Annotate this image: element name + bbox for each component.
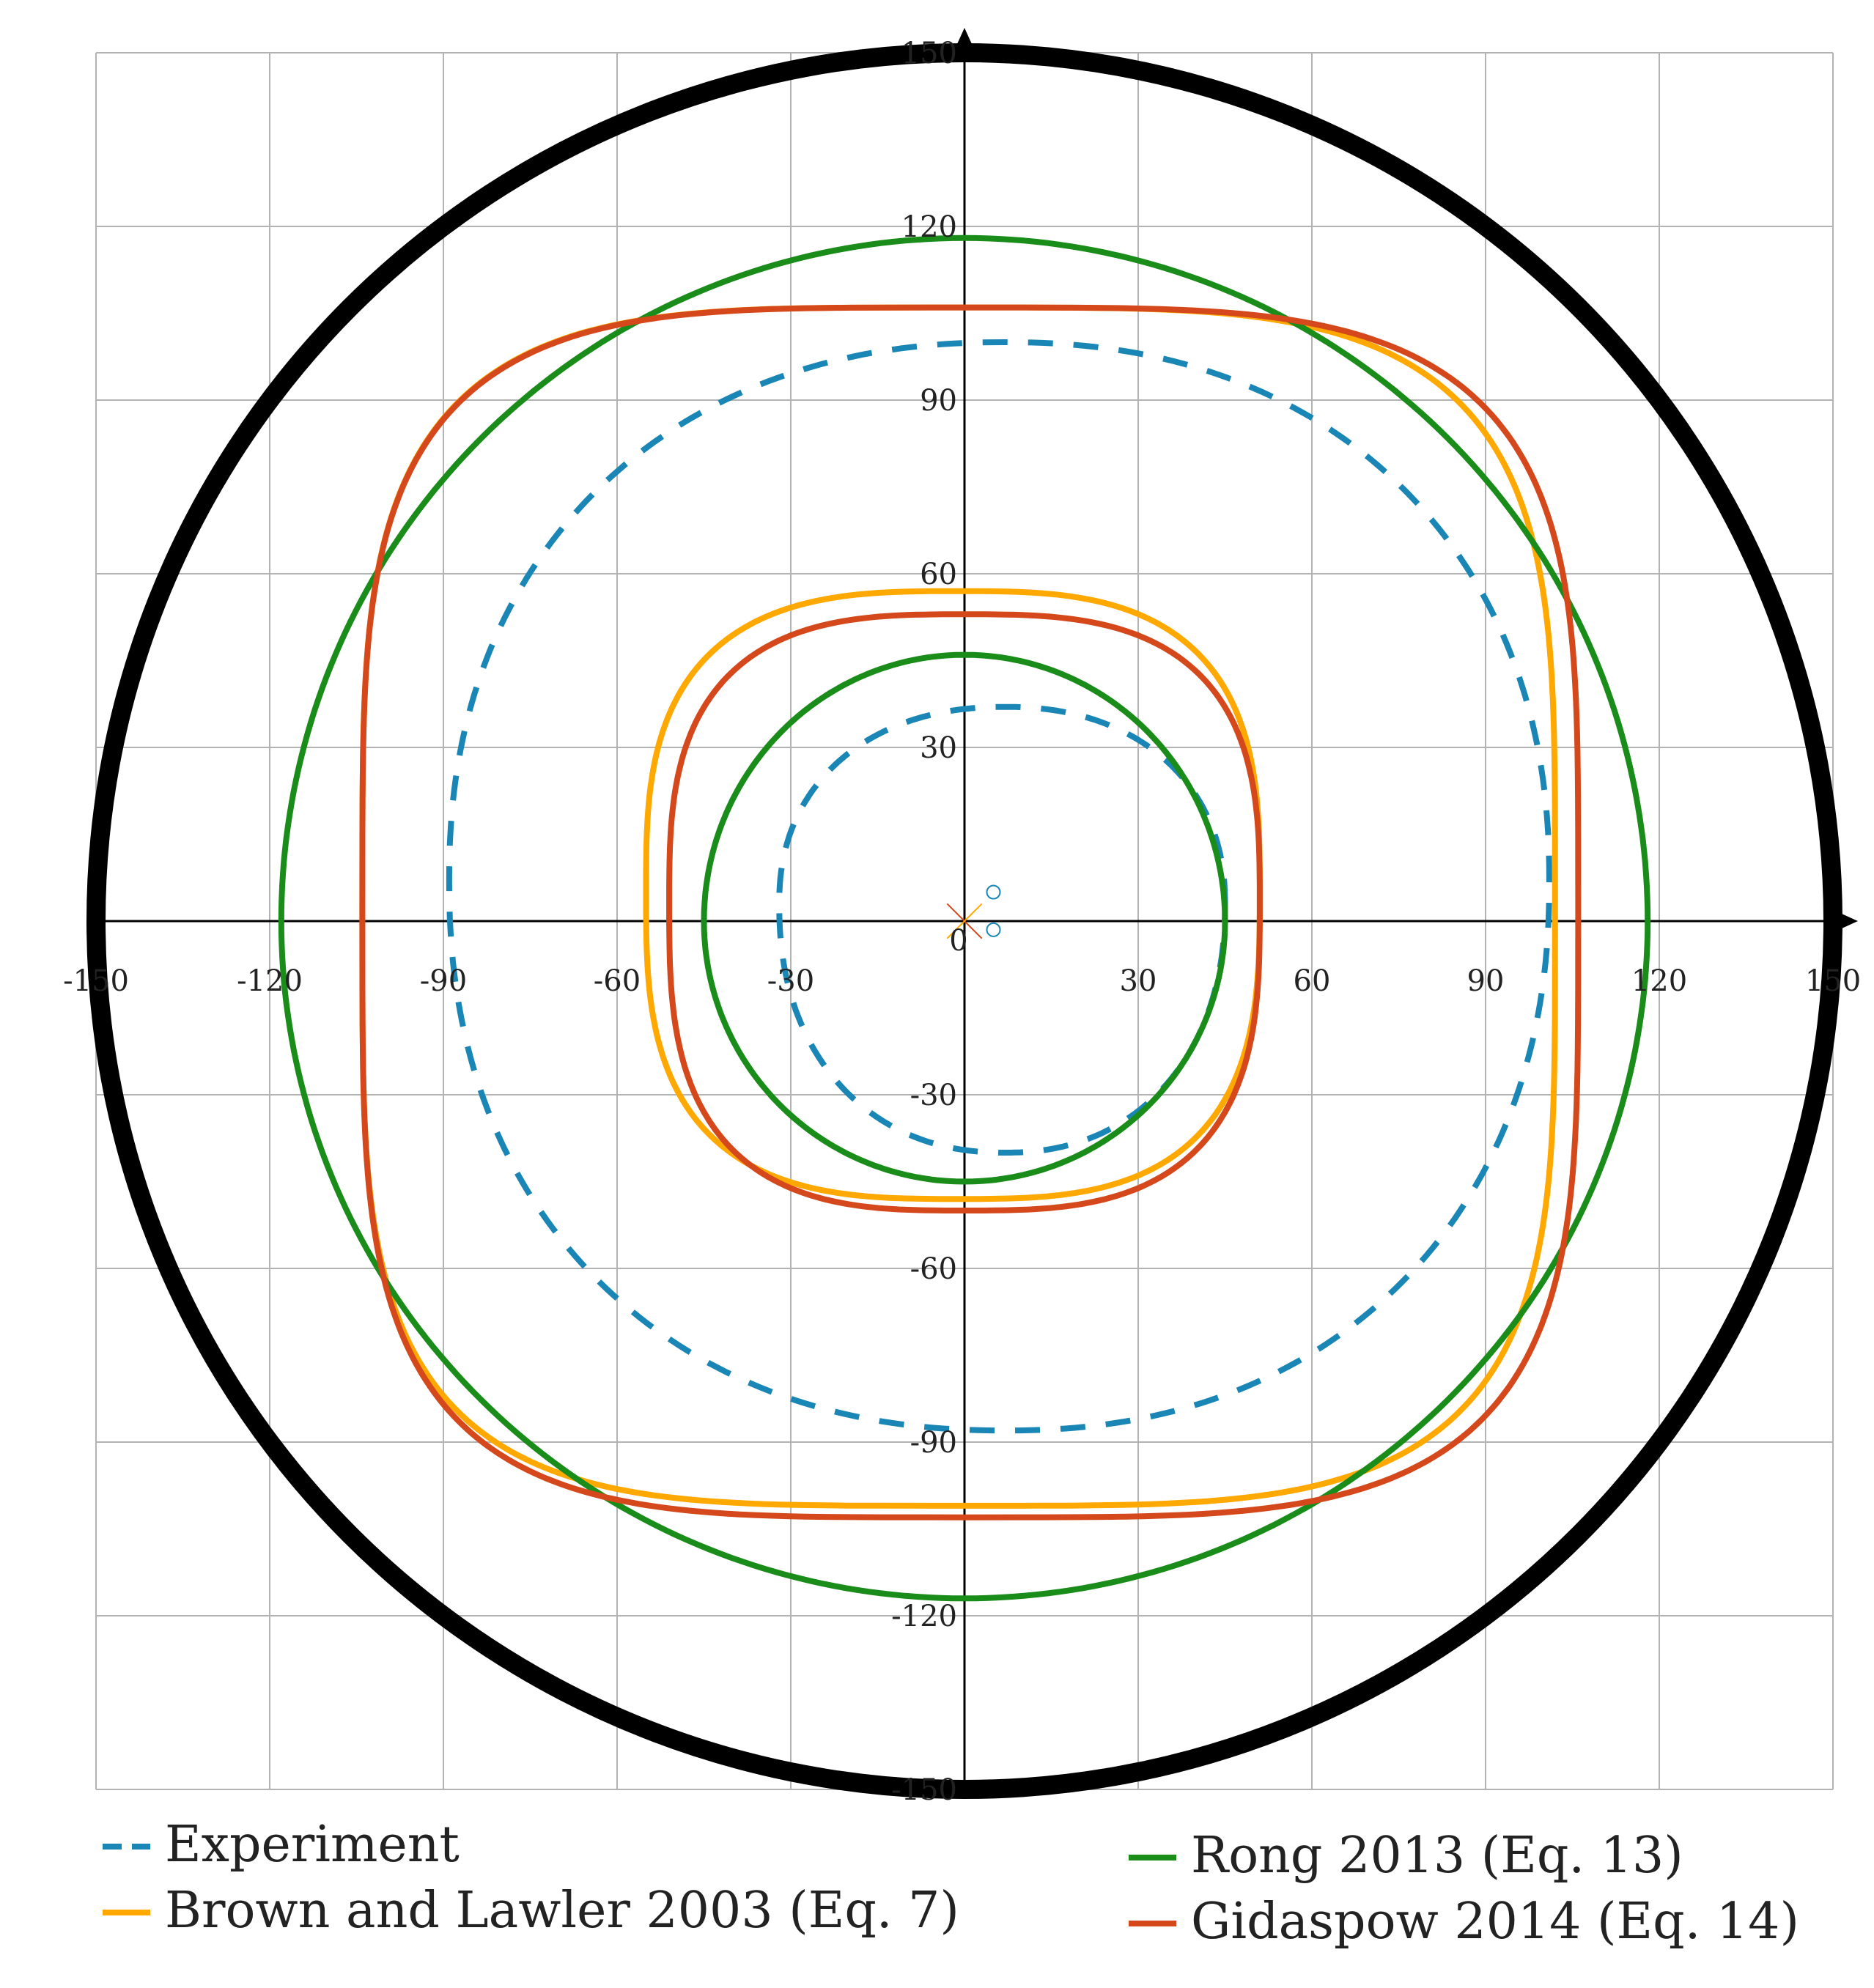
legend-label: Brown and Lawler 2003 (Eq. 7)	[165, 1882, 959, 1940]
series-curves	[278, 234, 1651, 1602]
x-tick-label: -150	[63, 964, 129, 998]
x-tick-label: 60	[1294, 964, 1331, 998]
legend-label: Gidaspow 2014 (Eq. 14)	[1191, 1893, 1799, 1951]
legend: Experiment Brown and Lawler 2003 (Eq. 7) R…	[103, 1816, 1799, 1951]
y-tick-label: -30	[910, 1079, 957, 1112]
y-tick-label: 90	[920, 384, 957, 418]
x-tick-label: 120	[1631, 964, 1687, 998]
x-tick-label: -30	[767, 964, 814, 998]
center-marker	[986, 922, 1001, 937]
y-tick-label: 120	[901, 210, 957, 244]
tick-labels: -150 -120 -90 -60 -30 0 30 60 90 120 150 150 120 90 60…	[63, 37, 1861, 1807]
series-experiment-loop-outer	[446, 339, 1552, 1434]
series-rong-2013-eq-13-loop-inner	[701, 651, 1228, 1185]
series-rong-2013-eq-13-loop-outer	[278, 234, 1651, 1602]
legend-label: Experiment	[165, 1816, 460, 1874]
y-tick-label: -90	[910, 1426, 957, 1460]
x-tick-label: -60	[594, 964, 641, 998]
x-tick-label: 150	[1805, 964, 1861, 998]
center-marker	[946, 903, 983, 939]
x-tick-label: 0	[949, 924, 967, 958]
series-brown-and-lawler-2003-eq-7-loop-outer	[359, 304, 1558, 1509]
y-tick-label: -150	[891, 1773, 957, 1807]
legend-label: Rong 2013 (Eq. 13)	[1191, 1827, 1683, 1885]
series-gidaspow-2014-eq-14-loop-inner	[666, 611, 1263, 1213]
x-tick-label: -90	[420, 964, 467, 998]
y-axis-arrow-icon	[957, 28, 972, 44]
y-tick-label: 30	[920, 731, 957, 765]
series-brown-and-lawler-2003-eq-7-loop-inner	[643, 588, 1263, 1202]
y-tick-label: -120	[891, 1600, 957, 1633]
x-axis-arrow-icon	[1842, 914, 1858, 928]
y-tick-label: 60	[920, 558, 957, 591]
axes	[96, 28, 1858, 1789]
x-tick-label: -120	[237, 964, 303, 998]
series-experiment-loop-inner	[776, 703, 1228, 1156]
center-marker	[986, 884, 1001, 900]
y-tick-label: -60	[910, 1252, 957, 1286]
x-tick-label: 30	[1120, 964, 1157, 998]
x-tick-label: 90	[1467, 964, 1505, 998]
series-gidaspow-2014-eq-14-loop-outer	[359, 304, 1582, 1520]
y-tick-label: 150	[901, 37, 957, 70]
